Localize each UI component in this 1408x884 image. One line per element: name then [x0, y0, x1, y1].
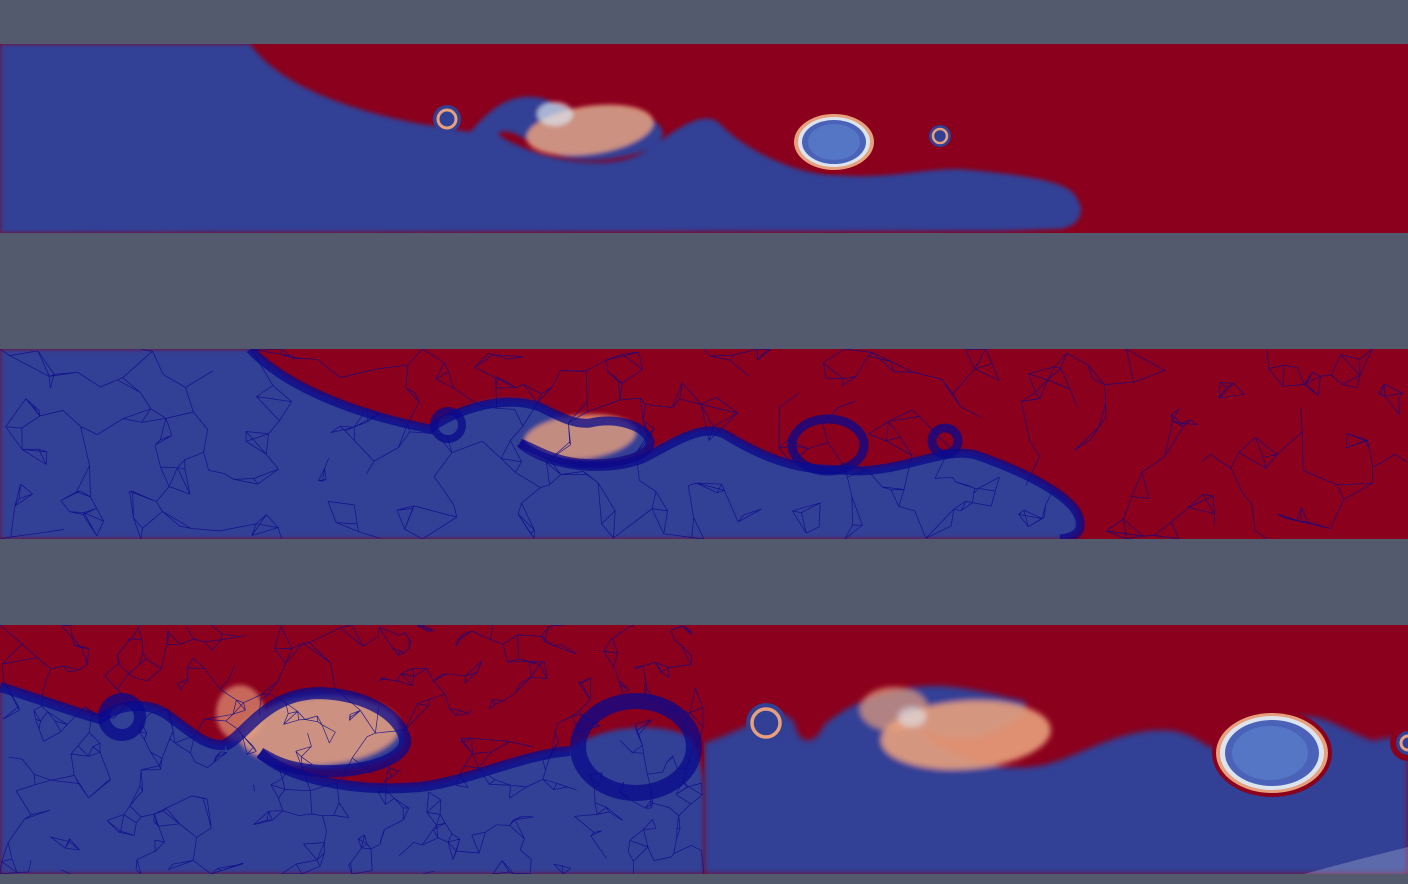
- mesh-view-zoomed[interactable]: [0, 625, 704, 874]
- field-view-zoomed[interactable]: [704, 625, 1408, 874]
- interface-layer: [704, 685, 1408, 874]
- mesh-edge-path: [0, 625, 704, 874]
- interface-layer: [0, 44, 1081, 233]
- vortex-left: [746, 703, 786, 743]
- vortex-left: [433, 105, 461, 133]
- field-view-full[interactable]: [0, 44, 1408, 233]
- mesh-dense-bands: [246, 349, 1085, 539]
- interface-layer: [0, 349, 1080, 539]
- bottom-wall-streak: [1304, 847, 1408, 874]
- mesh-view-full[interactable]: [0, 349, 1408, 539]
- mesh-edges: [0, 349, 1407, 539]
- vortex-center: [1212, 709, 1332, 797]
- vortex-right: [924, 120, 956, 152]
- mesh-edge-path: [0, 349, 1407, 539]
- vortex-right-edge: [1390, 725, 1408, 761]
- mesh-edges: [0, 625, 704, 874]
- vortex-center: [790, 110, 878, 174]
